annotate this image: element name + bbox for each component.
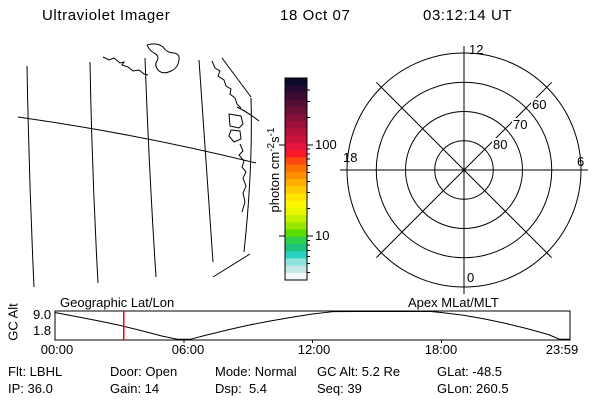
gc-alt-plot (54, 310, 571, 343)
colorbar-band (285, 222, 307, 231)
time-axis-label-0600: 06:00 (171, 342, 205, 357)
colorbar-band (285, 243, 307, 252)
status-gain: Gain: 14 (110, 381, 160, 396)
colorbar-band (285, 128, 307, 137)
gc-alt-ytick-1.8: 1.8 (33, 323, 52, 338)
colorbar-band (285, 171, 307, 180)
colorbar-band (285, 157, 307, 166)
map-grid-line (198, 59, 214, 263)
app-title: Ultraviolet Imager (42, 7, 171, 24)
colorbar-band (285, 150, 307, 158)
colorbar-band (285, 142, 307, 151)
colorbar-band (285, 179, 307, 187)
polar-hour-label-6: 6 (577, 154, 585, 169)
gc-plot-frame (54, 310, 571, 341)
map-grid-line (212, 253, 251, 278)
polar-lat-label-80: 80 (492, 137, 509, 152)
colorbar-band (285, 229, 307, 238)
colorbar-band (285, 92, 307, 101)
geo-map-gridlines (17, 57, 260, 288)
polar-grid (340, 46, 588, 294)
status-glon: GLon: 260.5 (437, 381, 509, 396)
gc-alt-axis-title: GC Alt (5, 303, 21, 341)
polar-lat-label-60: 60 (531, 97, 548, 112)
coastline (228, 129, 242, 143)
colorbar-band (285, 106, 307, 115)
colorbar-unit-label: photon cm-2s-1 (265, 127, 283, 213)
colorbar-band (285, 272, 307, 281)
polar-panel-title: Apex MLat/MLT (408, 295, 499, 310)
unit-text: photon cm (267, 151, 283, 213)
colorbar-band (285, 236, 307, 245)
status-glat: GLat: -48.5 (437, 364, 503, 379)
colorbar-band (285, 99, 307, 108)
time-axis-label-0000: 00:00 (40, 342, 74, 357)
coastline (228, 113, 244, 129)
unit-exponent: -1 (265, 127, 277, 137)
status-filter: Flt: LBHL (8, 364, 63, 379)
status-door: Door: Open (110, 364, 178, 379)
map-grid-line (243, 97, 252, 253)
colorbar-band (285, 215, 307, 223)
colorbar-band (285, 114, 307, 122)
polar-hour-label-18: 18 (343, 150, 358, 165)
colorbar-tick-label: 10 (315, 228, 330, 244)
gc-alt-ytick-9: 9.0 (33, 307, 52, 322)
date-display: 18 Oct 07 (280, 7, 351, 24)
colorbar-frame (284, 77, 308, 281)
coastline (146, 43, 180, 74)
colorbar-band (285, 78, 307, 86)
colorbar-band (285, 186, 307, 195)
coastline (102, 56, 149, 76)
time-display: 03:12:14 UT (423, 7, 513, 24)
status-seq: Seq: 39 (317, 381, 362, 396)
map-grid-line (236, 106, 260, 122)
colorbar-band (285, 164, 307, 173)
gc-alt-curve (54, 311, 570, 340)
status-dsp: Dsp: 5.4 (215, 381, 268, 396)
colorbar-band (285, 193, 307, 202)
map-grid-line (26, 65, 35, 288)
map-grid-line (17, 116, 257, 164)
time-axis-label-1800: 18:00 (424, 342, 458, 357)
map-grid-line (89, 61, 99, 284)
colorbar-tick-label: 100 (315, 137, 337, 153)
colorbar-band (285, 207, 307, 216)
polar-axis-diagonal (375, 81, 553, 259)
unit-text: s (267, 136, 283, 143)
polar-hour-label-12: 12 (469, 42, 484, 57)
polar-hour-label-0: 0 (467, 270, 475, 285)
map-grid-line (144, 57, 157, 278)
unit-exponent: -2 (265, 142, 277, 152)
polar-lat-label-70: 70 (512, 117, 529, 132)
coastline (238, 143, 247, 213)
colorbar-bands (284, 77, 308, 281)
status-gc-alt: GC Alt: 5.2 Re (317, 364, 401, 379)
colorbar-band (285, 265, 307, 274)
geo-map-coastlines (102, 43, 247, 213)
colorbar-band (285, 258, 307, 267)
map-grid-line (221, 57, 252, 98)
colorbar-band (285, 121, 307, 130)
colorbar-band (285, 200, 307, 209)
colorbar-band (285, 85, 307, 94)
colorbar-band (285, 251, 307, 259)
coastline (211, 60, 242, 109)
time-axis-label-1200: 12:00 (297, 342, 331, 357)
status-ip: IP: 36.0 (8, 381, 53, 396)
colorbar-band (285, 135, 307, 144)
time-axis-label-2359: 23:59 (545, 342, 579, 357)
map-panel-title: Geographic Lat/Lon (60, 295, 175, 310)
status-mode: Mode: Normal (215, 364, 297, 379)
colorbar-ticks (279, 89, 313, 273)
